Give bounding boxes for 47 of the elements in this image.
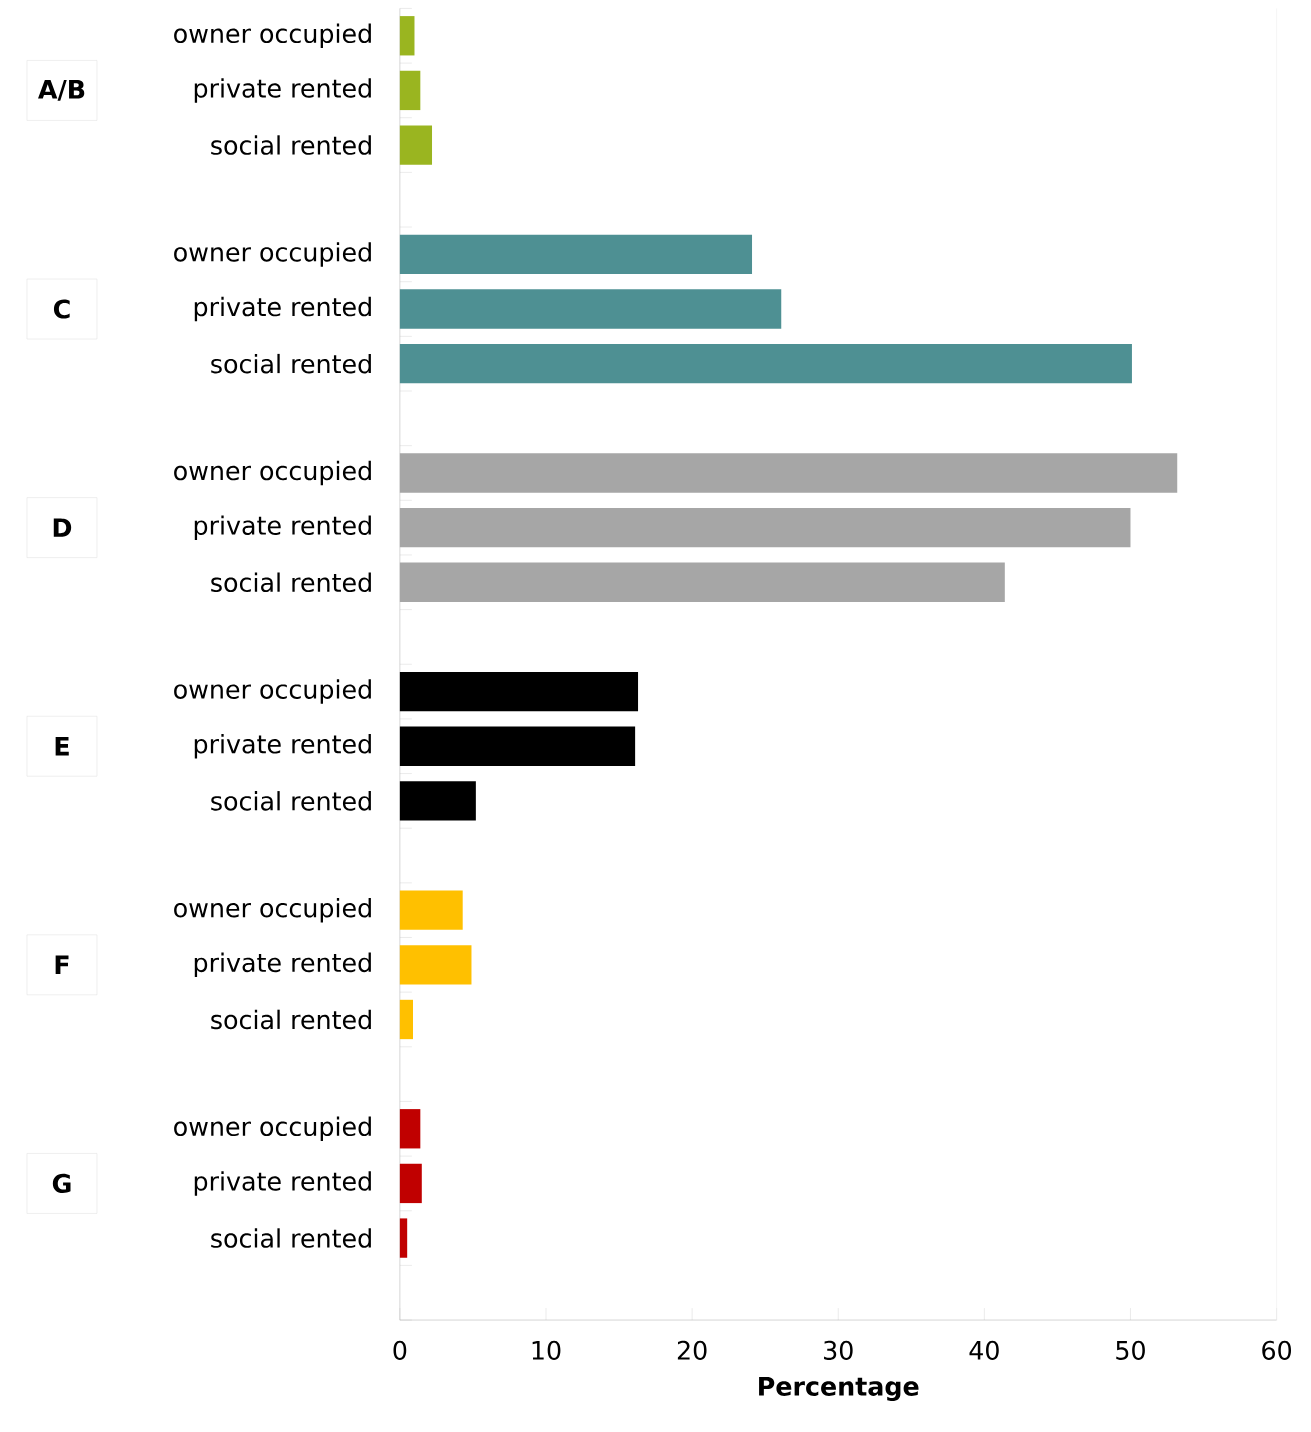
x-tick-label: 50 xyxy=(1116,1340,1146,1360)
x-tick-label: 40 xyxy=(969,1340,999,1360)
text: D xyxy=(53,518,72,537)
y-tick-label: social rented xyxy=(211,1228,372,1248)
y-tick-label: owner occupied xyxy=(174,897,372,923)
x-tick-label: 20 xyxy=(678,1340,707,1360)
bar xyxy=(400,1109,421,1149)
bar xyxy=(400,781,477,821)
x-axis-title: Percentage xyxy=(759,1377,919,1401)
bar xyxy=(400,16,415,56)
bar xyxy=(400,289,782,329)
y-tick-label: owner occupied xyxy=(174,1116,372,1142)
y-tick-label: owner occupied xyxy=(174,23,372,49)
x-tick-label: 10 xyxy=(532,1340,561,1360)
bar xyxy=(400,890,463,930)
y-tick-label: social rented xyxy=(211,353,372,374)
x-tick-label: 0 xyxy=(393,1340,407,1360)
text: F xyxy=(55,955,69,975)
bar xyxy=(400,344,1133,384)
y-tick-label: owner occupied xyxy=(174,242,372,267)
x-tick-label: 30 xyxy=(824,1340,853,1360)
bar xyxy=(400,945,472,985)
bar xyxy=(400,1163,422,1204)
bar xyxy=(400,1218,408,1258)
bar xyxy=(400,125,433,165)
text: G xyxy=(53,1173,71,1193)
y-tick-label: social rented xyxy=(211,1009,372,1030)
y-tick-label: private rented xyxy=(195,733,372,759)
y-tick-label: owner occupied xyxy=(174,679,372,704)
y-tick-label: social rented xyxy=(211,572,372,593)
bar xyxy=(400,671,639,712)
text: A/B xyxy=(38,80,85,101)
y-tick-label: social rented xyxy=(211,791,372,811)
bar xyxy=(400,70,421,111)
bar xyxy=(400,726,636,766)
y-tick-label: social rented xyxy=(211,135,372,155)
bar xyxy=(400,999,414,1040)
y-tick-label: owner occupied xyxy=(174,460,372,486)
y-tick-label: private rented xyxy=(195,296,372,322)
y-tick-label: private rented xyxy=(195,515,372,540)
x-tick-label: 60 xyxy=(1262,1340,1292,1360)
y-tick-label: private rented xyxy=(195,78,372,103)
text: E xyxy=(55,737,69,756)
y-tick-label: private rented xyxy=(195,952,372,978)
y-tick-label: private rented xyxy=(195,1171,372,1196)
bar xyxy=(400,234,753,275)
text: C xyxy=(54,299,70,319)
